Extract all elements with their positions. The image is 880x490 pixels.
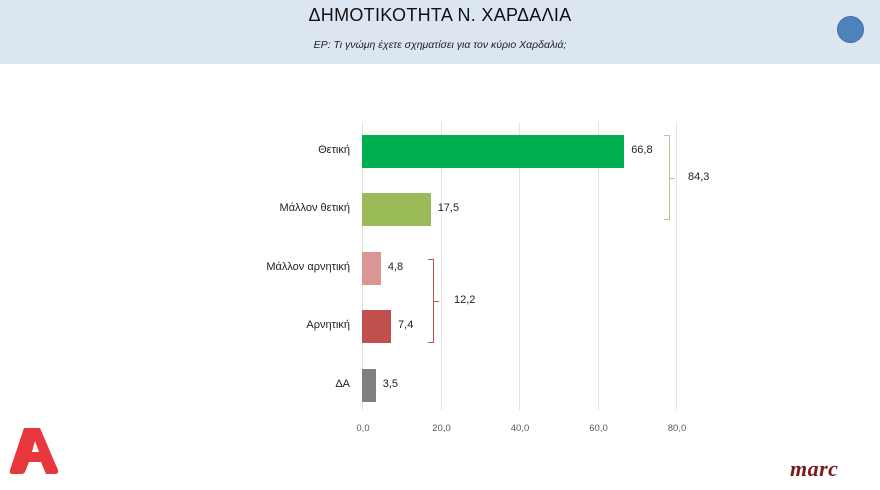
gridline <box>519 122 520 410</box>
bar <box>362 368 376 402</box>
value-label: 17,5 <box>437 202 460 214</box>
circle-icon <box>837 16 864 43</box>
bar <box>362 309 392 343</box>
value-label: 7,4 <box>398 319 414 331</box>
bracket-total-label: 12,2 <box>454 294 476 306</box>
chart-title: ΔΗΜΟΤΙΚΟΤΗΤΑ Ν. ΧΑΡΔΑΛΙΑ <box>308 5 572 25</box>
value-label: 3,5 <box>382 378 399 390</box>
alpha-logo-icon <box>9 428 59 474</box>
value-label: 66,8 <box>631 144 653 156</box>
category-label: ΔΑ <box>335 378 350 390</box>
value-label: 4,8 <box>387 261 404 273</box>
bracket <box>428 259 434 343</box>
bracket-tick <box>434 301 439 302</box>
category-label: Θετική <box>318 144 350 156</box>
marc-logo: marc <box>790 456 839 481</box>
bar <box>362 251 381 285</box>
chart-subtitle: ΕΡ: Τι γνώμη έχετε σχηματίσει για τον κύ… <box>313 39 567 51</box>
gridline <box>440 122 442 410</box>
gridline <box>676 122 677 410</box>
gridline <box>597 122 599 410</box>
x-tick-label: 80,0 <box>667 423 687 434</box>
bar <box>362 192 431 226</box>
x-tick-label: 0,0 <box>356 423 370 434</box>
category-label: Μάλλον αρνητική <box>266 261 350 273</box>
x-tick-label: 40,0 <box>510 423 530 434</box>
bracket <box>664 135 670 220</box>
category-label: Αρνητική <box>306 319 350 331</box>
x-tick-label: 20,0 <box>432 423 451 434</box>
header-band: ΔΗΜΟΤΙΚΟΤΗΤΑ Ν. ΧΑΡΔΑΛΙΑ ΕΡ: Τι γνώμη έχ… <box>0 0 880 64</box>
bracket-tick <box>670 177 675 179</box>
category-label: Μάλλον θετική <box>279 202 350 214</box>
bar <box>362 134 625 168</box>
bracket-total-label: 84,3 <box>688 170 710 183</box>
x-tick-label: 60,0 <box>589 423 608 434</box>
